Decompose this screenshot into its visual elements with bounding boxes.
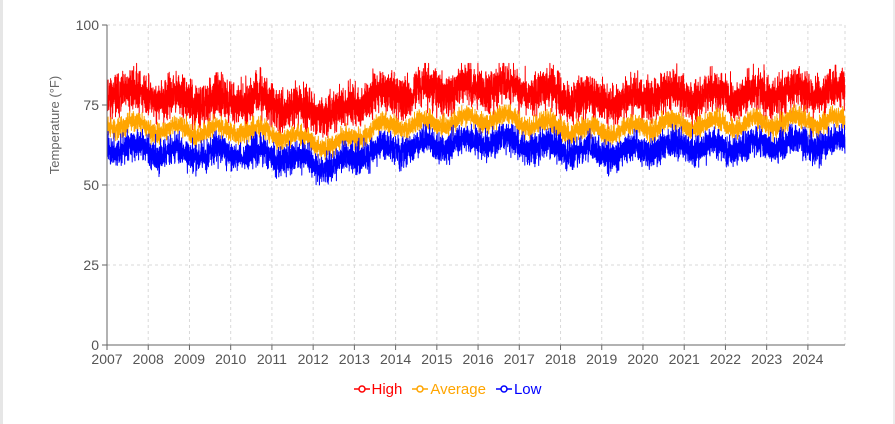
x-tick-label-2008: 2008 [133,351,164,367]
chart-legend: High Average Low [0,378,895,400]
legend-label-low: Low [513,380,542,398]
x-tick-label-2018: 2018 [545,351,576,367]
legend-marker-low-icon [495,385,512,393]
y-tick-label-50: 50 [83,177,99,193]
x-tick-label-2014: 2014 [380,351,411,367]
x-tick-label-2013: 2013 [339,351,370,367]
x-tick-label-2012: 2012 [298,351,329,367]
x-tick-label-2024: 2024 [792,351,823,367]
y-tick-label-25: 25 [83,257,99,273]
x-tick-label-2009: 2009 [174,351,205,367]
x-tick-label-2020: 2020 [627,351,658,367]
legend-marker-average-icon [412,385,429,393]
legend-item-low[interactable]: Low [495,380,542,398]
legend-item-high[interactable]: High [353,380,403,398]
x-tick-label-2019: 2019 [586,351,617,367]
chart-grid [107,24,846,345]
y-tick-label-100: 100 [76,17,100,33]
legend-marker-high-icon [353,385,370,393]
x-tick-label-2016: 2016 [462,351,493,367]
x-tick-label-2011: 2011 [257,351,287,367]
chart-axes: 0 25 50 75 100 2007 2008 2009 2010 2011 2012 2013 20… [76,17,845,367]
legend-item-average[interactable]: Average [412,381,486,398]
series-line-low [106,123,846,186]
x-tick-label-2023: 2023 [751,351,782,367]
legend-label-average: Average [430,380,486,398]
x-tick-label-2015: 2015 [421,351,452,367]
series-line-high [106,62,846,141]
series-line-average [106,104,846,160]
x-tick-label-2021: 2021 [669,351,700,367]
window-frame-right [893,0,895,424]
chart-series-group [106,62,846,186]
x-tick-label-2007: 2007 [91,351,122,367]
y-axis-label: Temperature (°F) [47,76,62,174]
y-tick-label-75: 75 [83,97,99,113]
y-tick-label-0: 0 [91,337,99,353]
legend-label-high: High [371,380,403,398]
x-tick-label-2017: 2017 [504,351,535,367]
x-tick-label-2022: 2022 [710,351,741,367]
window-frame-left [0,0,3,424]
x-tick-label-2010: 2010 [215,351,246,367]
